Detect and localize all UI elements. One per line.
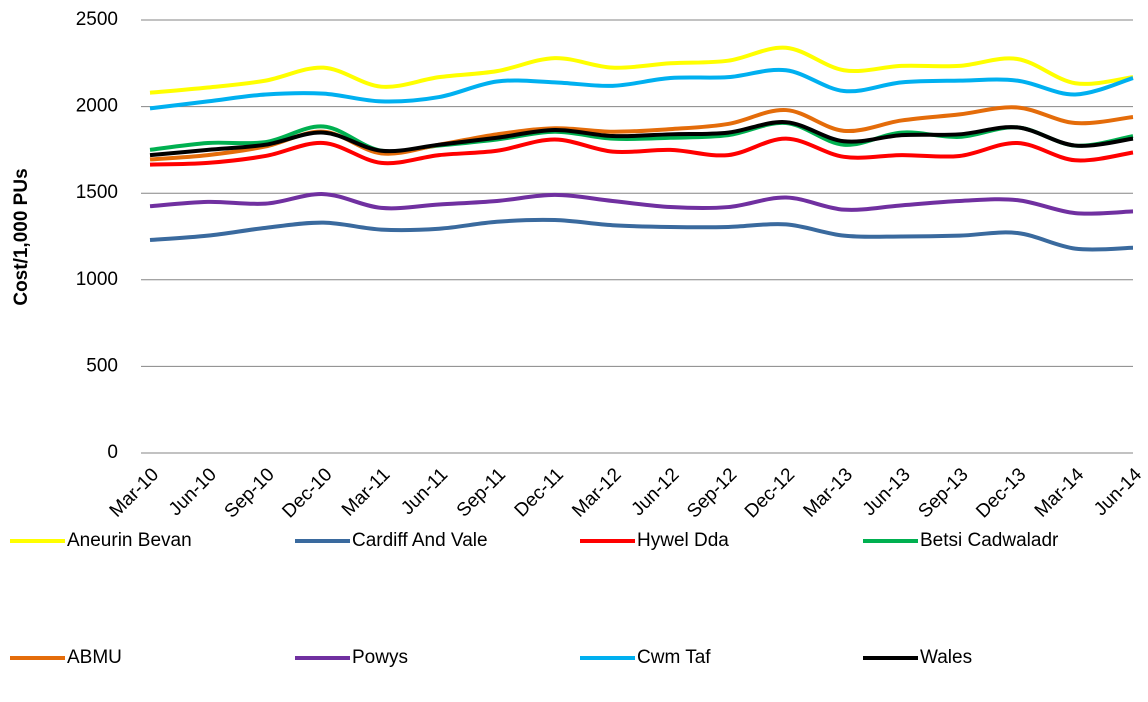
series-line xyxy=(149,136,1134,167)
y-tick-label: 1000 xyxy=(76,269,118,290)
x-tick-label: Sep-11 xyxy=(453,464,510,521)
x-tick-label: Mar-11 xyxy=(338,464,394,520)
series-line xyxy=(149,121,1134,154)
series-line xyxy=(149,45,1134,95)
x-tick-label: Sep-13 xyxy=(914,464,972,522)
x-tick-label: Jun-10 xyxy=(165,464,221,520)
series-line xyxy=(149,67,1134,111)
x-tick-label: Sep-10 xyxy=(221,464,279,522)
x-tick-label: Jun-13 xyxy=(859,464,915,520)
x-tick-label: Dec-12 xyxy=(741,464,799,522)
legend-label: Hywel Dda xyxy=(637,530,729,551)
legend-label: Betsi Cadwaladr xyxy=(920,530,1059,551)
legend-label: ABMU xyxy=(67,647,122,668)
x-tick-label: Mar-10 xyxy=(106,464,163,521)
legend-label: Cwm Taf xyxy=(637,647,711,668)
x-tick-label: Mar-14 xyxy=(1031,464,1089,522)
legend-label: Wales xyxy=(920,647,972,668)
legend-label: Powys xyxy=(352,647,408,668)
x-tick-label: Jun-11 xyxy=(397,464,452,519)
y-tick-label: 2500 xyxy=(76,9,118,30)
x-tick-label: Jun-12 xyxy=(628,464,684,520)
series-line xyxy=(149,217,1134,252)
x-tick-label: Sep-12 xyxy=(683,464,741,522)
y-tick-label: 500 xyxy=(86,355,118,376)
series-line xyxy=(149,120,1134,158)
x-tick-label: Mar-12 xyxy=(568,464,625,521)
y-tick-label: 1500 xyxy=(76,182,118,203)
legend-label: Aneurin Bevan xyxy=(67,530,192,551)
y-tick-label: 0 xyxy=(107,442,118,463)
x-tick-label: Dec-11 xyxy=(511,464,568,521)
legend-label: Cardiff And Vale xyxy=(352,530,488,551)
series-line xyxy=(149,192,1134,216)
x-tick-label: Dec-13 xyxy=(972,464,1030,522)
y-tick-label: 2000 xyxy=(76,96,118,117)
x-tick-label: Mar-13 xyxy=(800,464,857,521)
y-axis-title: Cost/1,000 PUs xyxy=(11,168,32,305)
x-tick-label: Jun-14 xyxy=(1090,464,1146,520)
x-tick-label: Dec-10 xyxy=(278,464,336,522)
